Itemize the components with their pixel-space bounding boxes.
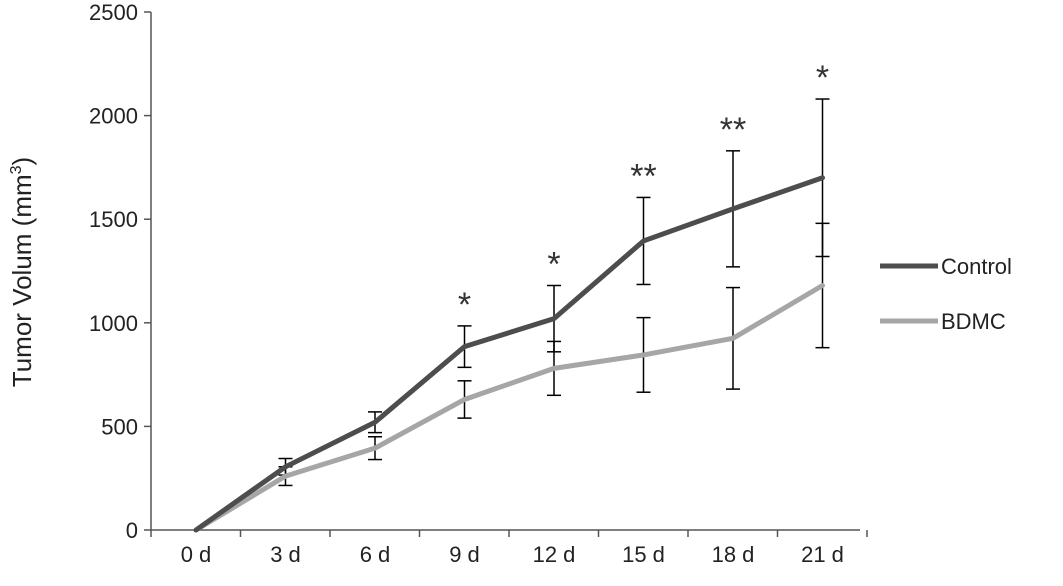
x-tick-label: 0 d	[181, 542, 212, 567]
x-tick-label: 21 d	[801, 542, 844, 567]
significance-annotation: *	[458, 286, 471, 324]
y-tick-label: 500	[101, 414, 138, 439]
significance-annotation: **	[630, 157, 656, 195]
legend-entry-control: Control	[880, 254, 1012, 279]
y-tick-label: 2000	[89, 104, 138, 129]
legend: Control BDMC	[880, 254, 1012, 334]
significance-annotation: *	[547, 246, 560, 284]
x-tick-label: 12 d	[533, 542, 576, 567]
x-tick-labels: 0 d 3 d 6 d 9 d 12 d 15 d 18 d 21 d	[181, 542, 844, 567]
y-tick-label: 1500	[89, 207, 138, 232]
y-axis-label: Tumor Volum (mm3)	[7, 157, 37, 387]
x-tick-label: 18 d	[712, 542, 755, 567]
x-tick-label: 15 d	[622, 542, 665, 567]
significance-annotation: *	[816, 59, 829, 97]
y-tick-label: 0	[126, 518, 138, 543]
legend-entry-bdmc: BDMC	[880, 309, 1006, 334]
x-tick-label: 9 d	[449, 542, 480, 567]
x-tick-label: 3 d	[270, 542, 301, 567]
significance-annotations: *******	[458, 59, 829, 324]
y-tick-label: 1000	[89, 311, 138, 336]
x-tick-label: 6 d	[360, 542, 391, 567]
y-tick-label: 2500	[89, 0, 138, 25]
y-tick-labels: 0 500 1000 1500 2000 2500	[89, 0, 138, 543]
series-line-bdmc	[193, 283, 825, 533]
legend-label: Control	[941, 254, 1012, 279]
series-lines	[193, 175, 825, 533]
axes	[144, 11, 868, 537]
series-line-control	[193, 175, 825, 533]
legend-label: BDMC	[941, 309, 1006, 334]
significance-annotation: **	[720, 111, 746, 149]
